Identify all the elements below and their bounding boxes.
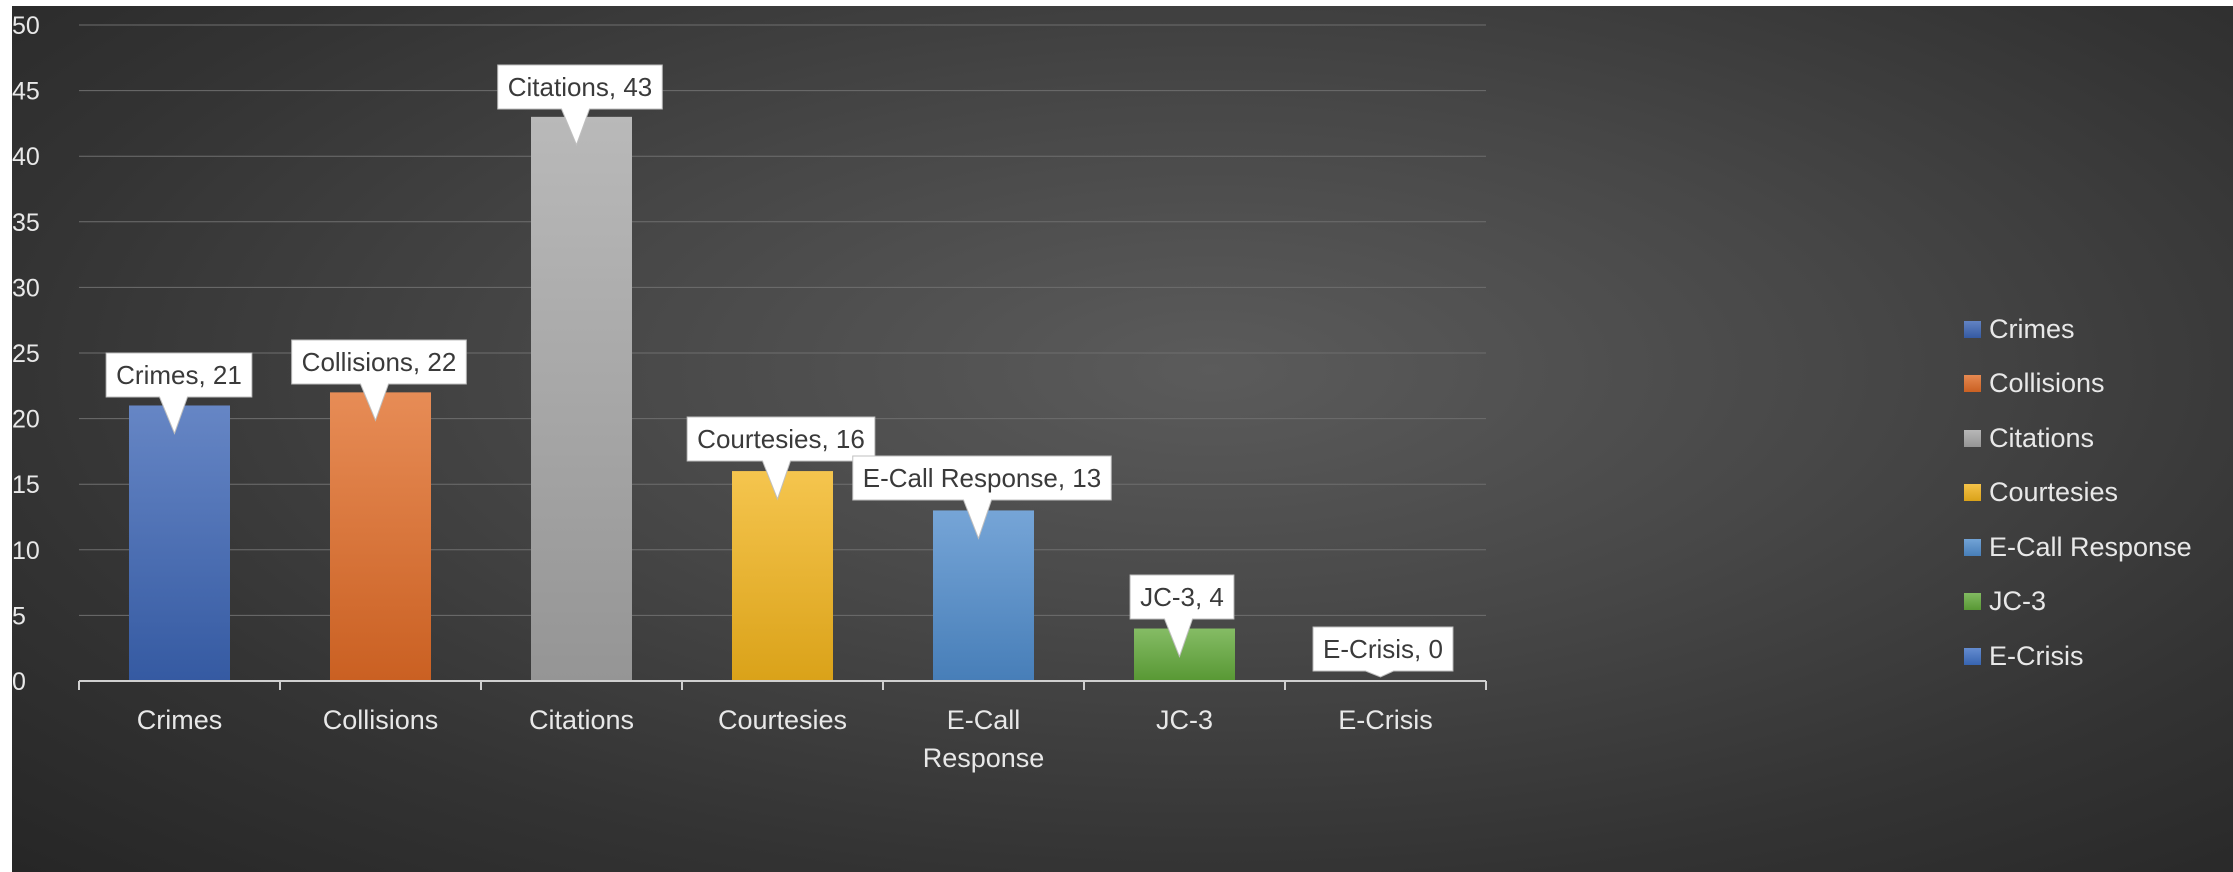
legend-swatch — [1964, 375, 1981, 393]
axes: 0 5 10 15 20 25 30 35 40 45 50 Crimes Collisions Cita… — [12, 12, 1487, 773]
legend-item: Crimes — [1964, 302, 2224, 357]
legend-swatch — [1964, 647, 1981, 665]
legend-item: Courtesies — [1964, 466, 2224, 521]
data-label-callout: Crimes, 21 — [105, 352, 253, 435]
y-tick-label: 40 — [12, 143, 40, 171]
x-tick-label: Crimes — [137, 705, 223, 735]
y-tick-label: 15 — [12, 471, 40, 499]
data-label: JC-3, 4 — [1140, 582, 1224, 612]
data-label: E-Crisis, 0 — [1323, 634, 1443, 664]
data-labels: Crimes, 21 Collisions, 22 Citations, 43 Cou… — [105, 64, 1454, 678]
x-tick-label: Courtesies — [718, 705, 847, 735]
legend-label: E-Crisis — [1989, 640, 2084, 671]
bar-chart: 0 5 10 15 20 25 30 35 40 45 50 Crimes Collisions Cita… — [12, 12, 1487, 773]
legend-label: Citations — [1989, 422, 2095, 453]
legend-swatch — [1964, 538, 1981, 556]
callout-shape — [105, 352, 253, 435]
data-label: Citations, 43 — [508, 72, 653, 102]
data-label-callout: Citations, 43 — [497, 64, 663, 147]
legend-label: JC-3 — [1989, 586, 2047, 617]
legend-label: Crimes — [1989, 313, 2075, 344]
legend-item: Citations — [1964, 411, 2224, 466]
data-label: E-Call Response, 13 — [863, 463, 1101, 493]
legend-item: Collisions — [1964, 357, 2224, 412]
y-tick-label: 0 — [12, 668, 26, 696]
legend-label: Collisions — [1989, 368, 2105, 399]
bar-collisions — [330, 392, 431, 681]
data-label: Crimes, 21 — [116, 360, 242, 390]
legend-item: E-Call Response — [1964, 520, 2224, 575]
y-tick-label: 45 — [12, 78, 40, 106]
x-tick-label: JC-3 — [1156, 705, 1213, 735]
bar-courtesies — [732, 471, 833, 681]
bar-citations — [531, 116, 632, 682]
data-label-callout: E-Call Response, 13 — [852, 455, 1112, 540]
x-tick-label: Collisions — [323, 705, 439, 735]
legend-label: E-Call Response — [1989, 531, 2192, 562]
data-label-callout: Collisions, 22 — [291, 339, 467, 422]
callout-shape — [852, 455, 1112, 540]
legend: Crimes Collisions Citations Courtesies E-Cal… — [1964, 302, 2224, 684]
gridlines — [79, 24, 1486, 616]
chart-area: 0 5 10 15 20 25 30 35 40 45 50 Crimes Collisions Cita… — [12, 6, 2233, 872]
callout-shape — [497, 64, 663, 147]
legend-swatch — [1964, 484, 1981, 502]
bar-crimes — [129, 405, 230, 681]
legend-swatch — [1964, 429, 1981, 447]
y-tick-label: 50 — [12, 12, 40, 40]
legend-item: JC-3 — [1964, 575, 2224, 630]
callout-shape — [1312, 626, 1454, 678]
x-tick-label: Citations — [529, 705, 634, 735]
legend-label: Courtesies — [1989, 477, 2119, 508]
legend-swatch — [1964, 320, 1981, 338]
data-label: Courtesies, 16 — [697, 424, 865, 454]
x-tick-label: Response — [923, 743, 1045, 773]
x-tick-label: E-Crisis — [1338, 705, 1433, 735]
data-label: Collisions, 22 — [302, 347, 457, 377]
y-tick-label: 30 — [12, 274, 40, 302]
bars — [129, 116, 1235, 682]
data-label-callout: JC-3, 4 — [1129, 574, 1235, 658]
y-tick-label: 35 — [12, 209, 40, 237]
y-tick-label: 25 — [12, 340, 40, 368]
data-label-callout: E-Crisis, 0 — [1312, 626, 1454, 678]
y-tick-label: 10 — [12, 537, 40, 565]
callout-shape — [686, 416, 876, 501]
callout-shape — [291, 339, 467, 422]
callout-shape — [1129, 574, 1235, 658]
data-label-callout: Courtesies, 16 — [686, 416, 876, 501]
bar-e-call-response — [933, 510, 1034, 681]
x-tick-label: E-Call — [947, 705, 1021, 735]
legend-item: E-Crisis — [1964, 629, 2224, 684]
y-tick-label: 5 — [12, 602, 26, 630]
legend-swatch — [1964, 593, 1981, 611]
y-tick-label: 20 — [12, 406, 40, 434]
